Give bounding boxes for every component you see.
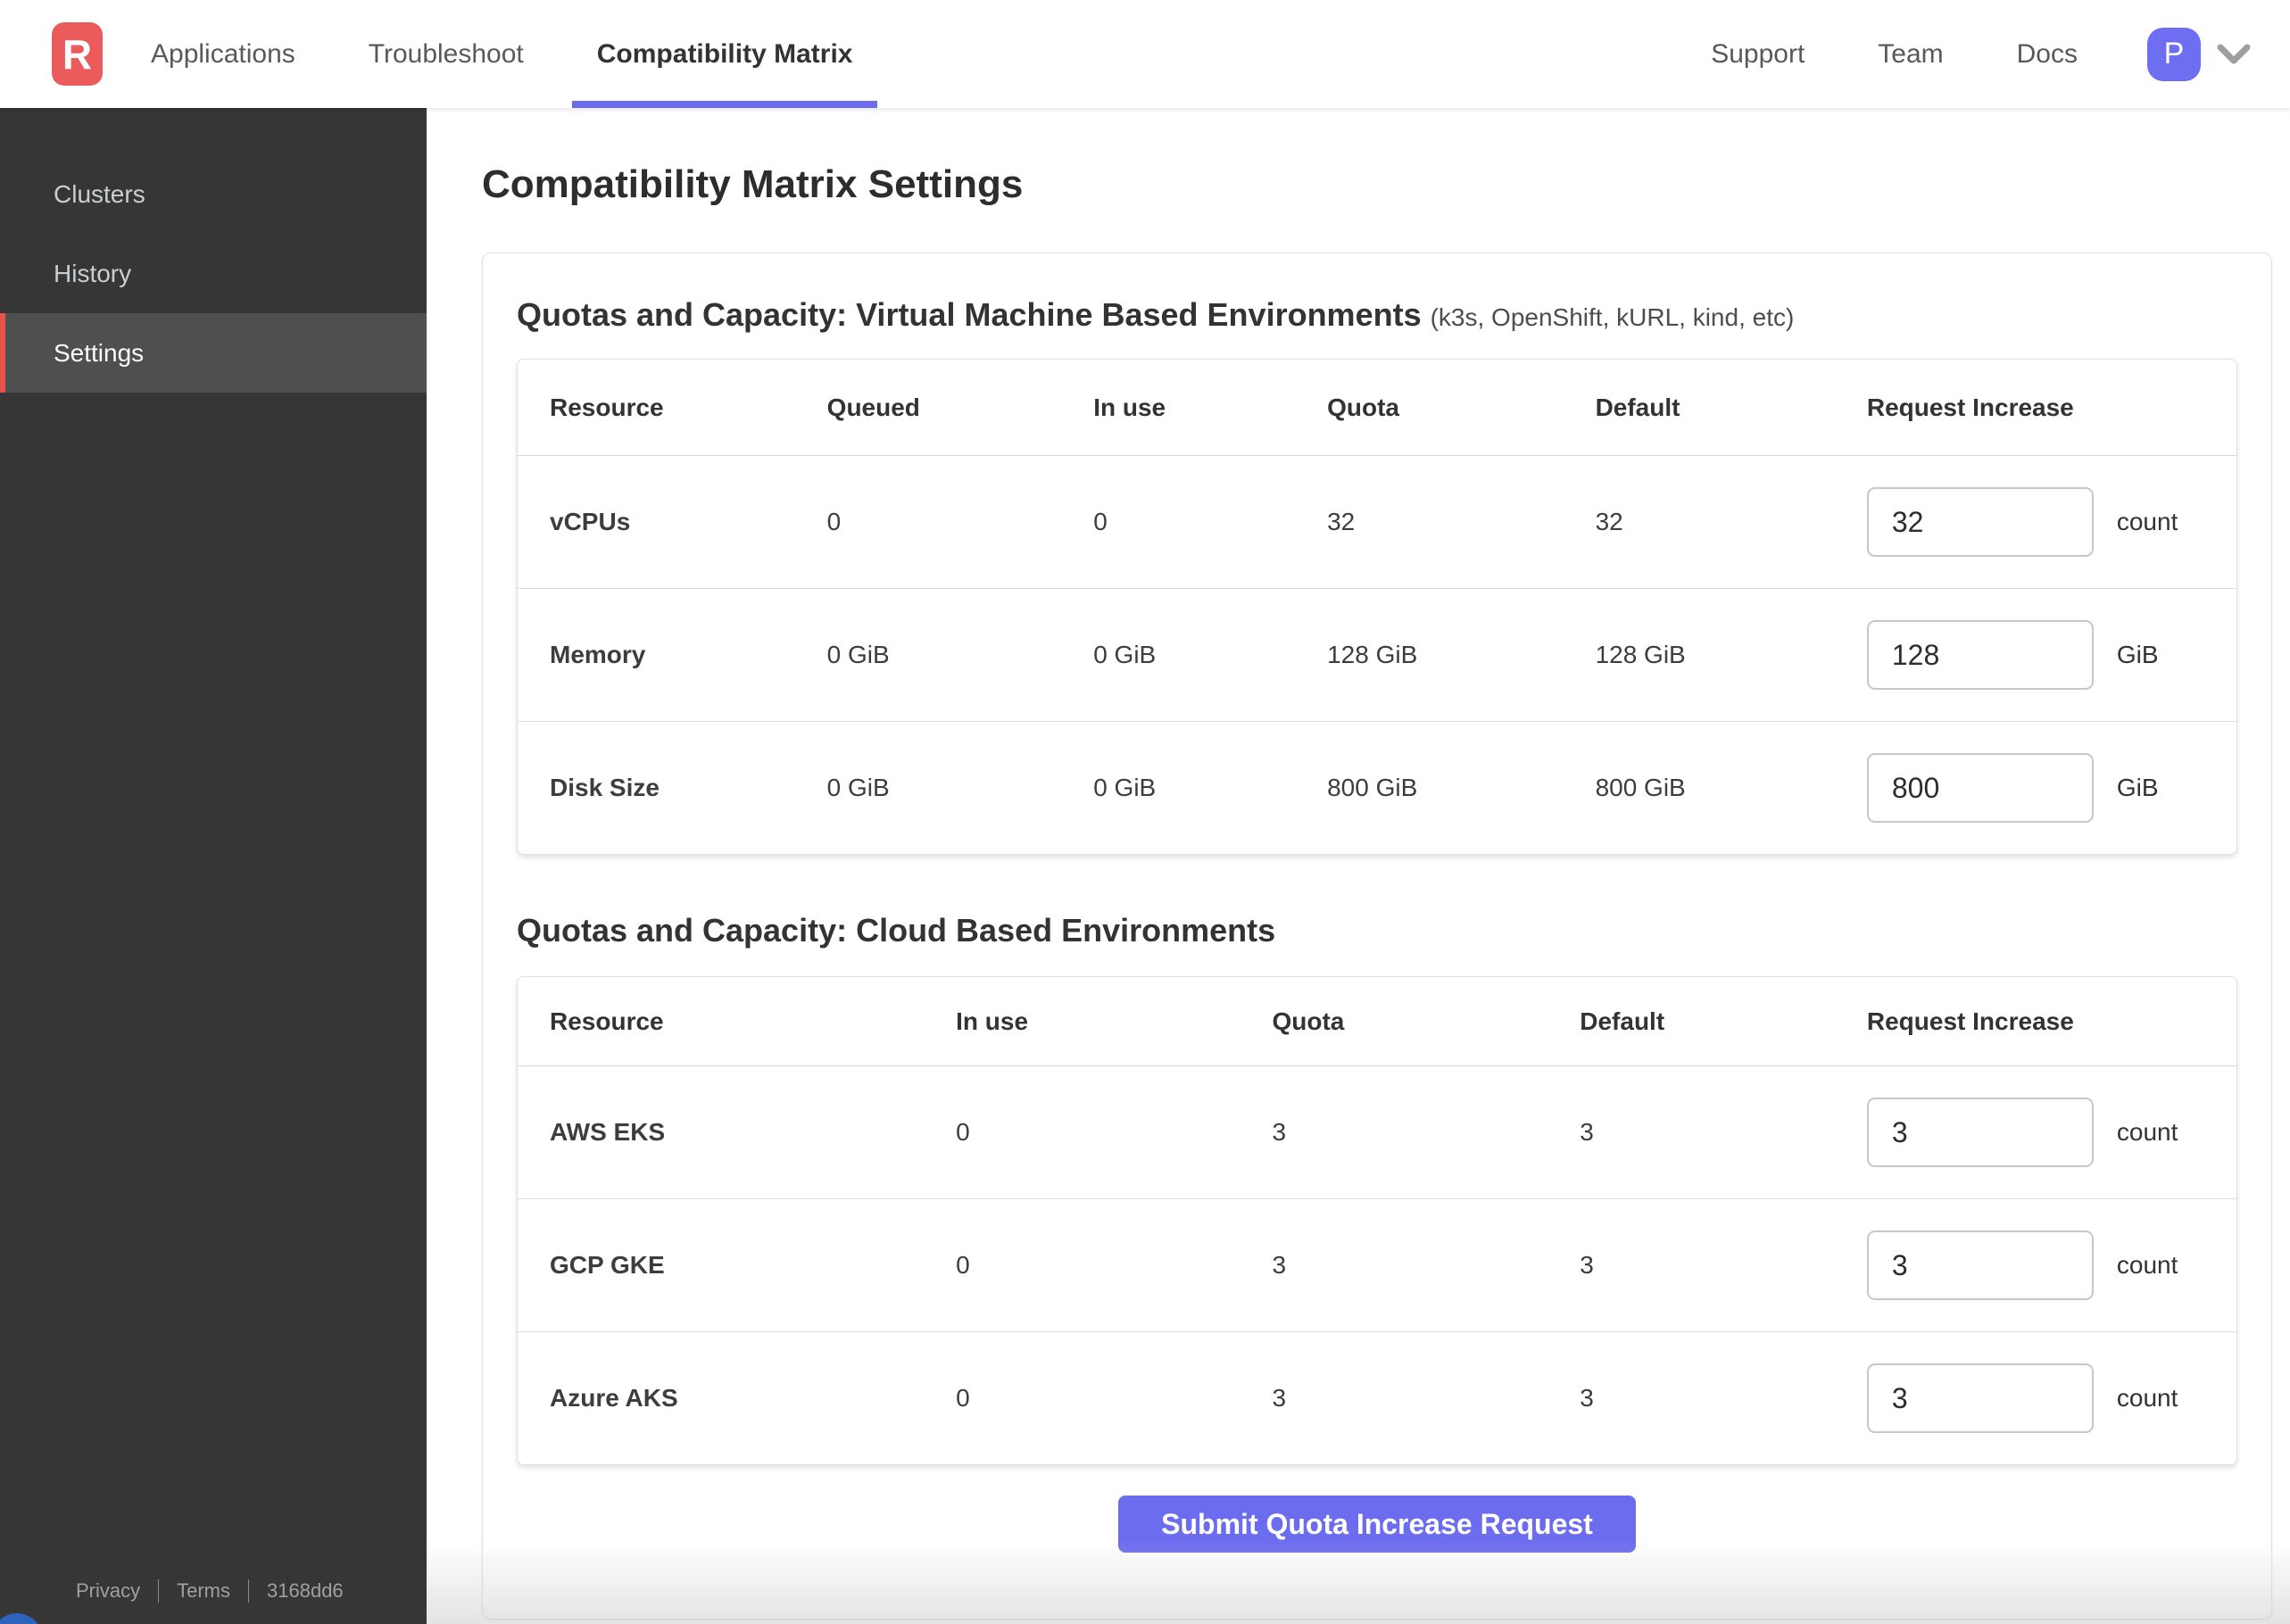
in-use-value: 0 bbox=[956, 1384, 970, 1413]
quota-value: 3 bbox=[1272, 1199, 1581, 1333]
sidebar: Clusters History Settings Privacy Terms … bbox=[0, 108, 427, 1624]
chat-launcher[interactable] bbox=[0, 1613, 43, 1624]
user-avatar[interactable]: P bbox=[2147, 27, 2201, 81]
in-use-value: 0 bbox=[956, 1199, 1273, 1333]
table-row-disk-size: Disk Size 0 GiB 0 GiB 800 GiB 800 GiB Gi… bbox=[518, 722, 2236, 854]
col-resource: Resource bbox=[518, 360, 827, 457]
default-value: 128 GiB bbox=[1595, 589, 1867, 723]
terms-link[interactable]: Terms bbox=[177, 1579, 231, 1602]
queued-value: 0 GiB bbox=[826, 589, 1094, 723]
in-use-value: 0 GiB bbox=[1093, 589, 1328, 723]
table-row-gcp-gke: GCP GKE 0 3 3 count bbox=[518, 1199, 2236, 1333]
quota-value: 800 GiB bbox=[1327, 774, 1418, 802]
in-use-value: 0 bbox=[956, 1066, 1273, 1200]
table-row-vcpus: vCPUs 0 0 32 32 count bbox=[518, 456, 2236, 590]
submit-row: Submit Quota Increase Request bbox=[517, 1496, 2237, 1554]
sidebar-nav: Clusters History Settings bbox=[0, 108, 427, 393]
aws-eks-request-input[interactable] bbox=[1866, 1098, 2094, 1168]
default-value: 3 bbox=[1580, 1384, 1594, 1413]
sidebar-footer: Privacy Terms 3168dd6 bbox=[76, 1579, 344, 1603]
resource-label: Disk Size bbox=[550, 774, 660, 802]
default-value: 800 GiB bbox=[1595, 774, 1686, 802]
default-value: 32 bbox=[1595, 456, 1867, 590]
default-value: 3 bbox=[1580, 1199, 1867, 1333]
col-quota: Quota bbox=[1272, 977, 1581, 1067]
sidebar-item-history[interactable]: History bbox=[54, 260, 132, 287]
resource-label: vCPUs bbox=[518, 456, 827, 590]
col-request-increase: Request Increase bbox=[1866, 977, 2236, 1067]
table-row-memory: Memory 0 GiB 0 GiB 128 GiB 128 GiB GiB bbox=[518, 589, 2236, 723]
tab-compatibility-matrix[interactable]: Compatibility Matrix bbox=[571, 0, 878, 108]
vm-section-subtitle: (k3s, OpenShift, kURL, kind, etc) bbox=[1430, 303, 1795, 332]
secondary-nav: Support Team Docs P bbox=[1657, 0, 2251, 108]
vm-section-title-text: Quotas and Capacity: Virtual Machine Bas… bbox=[517, 296, 1422, 334]
unit-label: count bbox=[2116, 1251, 2178, 1280]
replicated-logo[interactable]: R bbox=[52, 22, 103, 86]
col-queued: Queued bbox=[826, 360, 1094, 457]
main-content: Compatibility Matrix Settings Quotas and… bbox=[427, 108, 2290, 1624]
unit-label: GiB bbox=[2116, 641, 2159, 669]
table-header-row: Resource Queued In use Quota Default Req… bbox=[518, 360, 2236, 457]
col-request-increase: Request Increase bbox=[1866, 360, 2236, 457]
footer-divider bbox=[248, 1579, 250, 1603]
build-hash: 3168dd6 bbox=[267, 1579, 344, 1602]
col-quota: Quota bbox=[1327, 360, 1596, 457]
col-in-use: In use bbox=[956, 977, 1273, 1067]
queued-value: 0 GiB bbox=[826, 774, 890, 802]
primary-nav: Applications Troubleshoot Compatibility … bbox=[103, 0, 878, 108]
unit-label: count bbox=[2116, 1384, 2178, 1413]
logo-letter: R bbox=[62, 30, 93, 78]
resource-label: AWS EKS bbox=[518, 1066, 957, 1200]
nav-support[interactable]: Support bbox=[1711, 38, 1805, 69]
table-row-azure-aks: Azure AKS 0 3 3 count bbox=[518, 1332, 2236, 1464]
gcp-gke-request-input[interactable] bbox=[1866, 1230, 2094, 1301]
unit-label: count bbox=[2116, 508, 2178, 536]
in-use-value: 0 GiB bbox=[1093, 774, 1157, 802]
resource-label: Azure AKS bbox=[550, 1384, 678, 1413]
avatar-initial: P bbox=[2163, 37, 2185, 70]
unit-label: count bbox=[2116, 1118, 2178, 1147]
quota-value: 3 bbox=[1272, 1384, 1287, 1413]
tab-troubleshoot[interactable]: Troubleshoot bbox=[368, 38, 524, 69]
vm-quota-table: Resource Queued In use Quota Default Req… bbox=[517, 359, 2237, 856]
default-value: 3 bbox=[1580, 1066, 1867, 1200]
vcpus-request-input[interactable] bbox=[1866, 487, 2094, 558]
chevron-down-icon[interactable] bbox=[2217, 43, 2251, 66]
quota-value: 3 bbox=[1272, 1066, 1581, 1200]
vm-section-title: Quotas and Capacity: Virtual Machine Bas… bbox=[517, 296, 2237, 334]
tab-applications[interactable]: Applications bbox=[151, 38, 295, 69]
queued-value: 0 bbox=[826, 456, 1094, 590]
col-in-use: In use bbox=[1093, 360, 1328, 457]
cloud-quota-table: Resource In use Quota Default Request In… bbox=[517, 976, 2237, 1466]
col-default: Default bbox=[1595, 360, 1867, 457]
disk-request-input[interactable] bbox=[1866, 753, 2094, 824]
col-resource: Resource bbox=[518, 977, 957, 1067]
quota-value: 32 bbox=[1327, 456, 1596, 590]
resource-label: GCP GKE bbox=[518, 1199, 957, 1333]
top-header: R Applications Troubleshoot Compatibilit… bbox=[0, 0, 2290, 108]
cloud-section-title: Quotas and Capacity: Cloud Based Environ… bbox=[517, 912, 1276, 949]
quota-value: 128 GiB bbox=[1327, 589, 1596, 723]
resource-label: Memory bbox=[518, 589, 827, 723]
in-use-value: 0 bbox=[1093, 456, 1328, 590]
unit-label: GiB bbox=[2116, 774, 2159, 802]
table-header-row: Resource In use Quota Default Request In… bbox=[518, 977, 2236, 1067]
table-row-aws-eks: AWS EKS 0 3 3 count bbox=[518, 1066, 2236, 1200]
col-default: Default bbox=[1580, 977, 1867, 1067]
settings-card: Quotas and Capacity: Virtual Machine Bas… bbox=[482, 253, 2272, 1620]
footer-divider bbox=[158, 1579, 160, 1603]
memory-request-input[interactable] bbox=[1866, 620, 2094, 691]
nav-team[interactable]: Team bbox=[1878, 38, 1944, 69]
azure-aks-request-input[interactable] bbox=[1866, 1363, 2094, 1434]
nav-docs[interactable]: Docs bbox=[2016, 38, 2078, 69]
submit-quota-increase-button[interactable]: Submit Quota Increase Request bbox=[1118, 1496, 1636, 1554]
privacy-link[interactable]: Privacy bbox=[76, 1579, 141, 1602]
sidebar-item-settings[interactable]: Settings bbox=[0, 313, 427, 393]
page-title: Compatibility Matrix Settings bbox=[482, 162, 1024, 206]
sidebar-item-clusters[interactable]: Clusters bbox=[54, 180, 145, 208]
